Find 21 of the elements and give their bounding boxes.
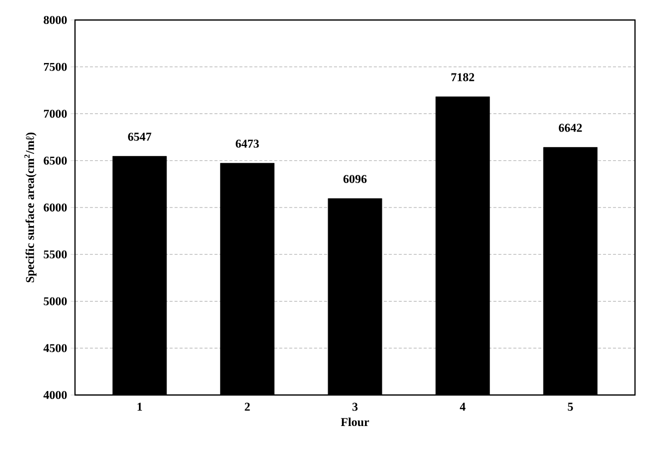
x-tick-label: 3 [352,402,358,411]
y-tick-label: 6000 [44,203,67,212]
x-tick-label: 2 [244,402,250,411]
y-tick-label: 8000 [44,16,67,24]
x-tick-label: 4 [460,402,466,411]
y-tick-label: 5500 [44,250,67,258]
x-tick-label: 5 [568,402,573,411]
y-tick-label: 5000 [44,297,67,306]
data-label: 6547 [128,132,152,141]
y-tick-label: 7500 [44,62,67,71]
y-tick-label: 4000 [43,390,67,400]
x-axis-title: Flour [340,418,370,426]
y-tick-label: 6500 [44,156,67,165]
y-tick-label: 7000 [44,110,67,118]
y-axis-title: Specific surface area(cm$^{2}$/mℓ) [24,132,36,282]
data-label: 6642 [558,124,582,132]
x-tick-label: 1 [138,402,142,411]
data-label: 6096 [343,174,367,184]
data-label: 6473 [236,140,259,148]
data-label: 7182 [451,73,474,82]
y-tick-label: 4500 [43,344,67,352]
